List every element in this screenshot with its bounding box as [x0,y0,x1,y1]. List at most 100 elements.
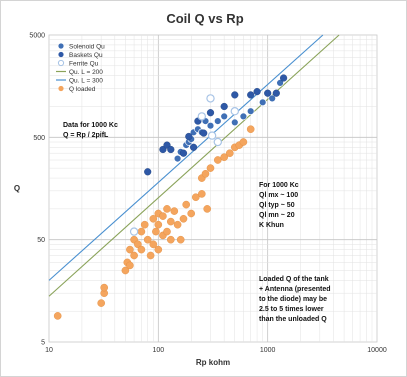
data-point [143,235,152,244]
data-points [53,74,288,320]
data-point [137,245,146,254]
data-point [163,227,171,236]
data-point [159,212,167,220]
data-point [207,131,217,140]
data-point [201,169,210,178]
data-point [130,251,138,260]
data-point [247,107,255,115]
annotation-line: to the diode) may be [259,296,327,303]
annotation-line: Ql mx ~ 100 [259,192,298,199]
legend-entry: Qu. L = 200 [69,69,103,76]
data-point [213,156,222,164]
legend-entry: Solenoid Qu [69,43,105,50]
data-point [276,79,284,87]
data-point [246,125,255,133]
y-tick-label: 5000 [29,33,45,40]
data-point [220,153,228,161]
data-point [230,106,239,116]
data-point [179,149,188,157]
data-point [197,190,206,198]
x-tick-label: 100 [152,347,164,354]
data-point [173,154,182,163]
annotation-line: Loaded Q of the tank [259,276,329,283]
data-point [206,121,215,130]
annotation-line: Ql mn ~ 20 [259,212,295,219]
data-point [206,109,215,117]
data-point [159,145,167,154]
data-point [144,168,152,176]
data-point [173,220,182,229]
data-point [100,283,108,292]
annotation-line: For 1000 Kc [259,182,299,189]
legend-swatch-marker [58,85,64,92]
data-point [167,145,175,154]
annotation-line: K Khun [259,222,284,229]
data-point [206,164,215,172]
data-point [163,205,171,213]
legend-entry: Ferrite Qu [69,60,99,67]
data-point [140,220,149,229]
data-point [154,245,163,254]
annotation-box: Loaded Q of the tank + Antenna (presented… [259,276,331,323]
data-point [149,214,158,223]
data-point [97,299,105,307]
data-point [166,217,175,226]
data-point [203,205,211,213]
data-point [280,74,288,82]
data-point [213,137,222,147]
data-point [146,251,155,260]
data-point [220,112,228,121]
y-axis-label: Q [14,184,20,193]
annotation-line: Q = Rp / 2pifL [63,132,109,139]
chart-title: Coil Q vs Rp [166,11,243,26]
y-tick-label: 500 [33,135,45,142]
data-point [231,91,239,99]
data-point [214,117,222,125]
data-point [206,94,215,103]
data-point [225,149,234,157]
x-tick-label: 10000 [367,347,387,354]
y-tick-label: 50 [37,237,45,244]
data-point [121,266,130,275]
data-point [154,220,163,229]
data-point [253,87,261,96]
data-point [239,138,248,146]
y-tick-label: 5 [41,340,45,347]
data-point [231,118,239,127]
annotation-line: 2.5 to 5 times lower [259,306,324,313]
x-tick-label: 10 [45,347,53,354]
data-point [137,227,146,236]
data-point [170,207,179,215]
x-tick-label: 1000 [260,347,276,354]
annotation-line: Data for 1000 Kc [63,122,118,129]
data-point [272,89,280,97]
reference-lines [48,34,340,297]
annotation-box: Data for 1000 Kc Q = Rp / 2pifL [63,122,118,139]
annotation-line: than the unloaded Q [259,316,327,323]
data-point [197,112,206,121]
data-point [239,112,248,121]
data-point [185,132,193,141]
data-point [187,209,195,218]
legend-swatch-marker [57,59,65,67]
legend-entry: Q loaded [69,86,96,93]
data-point [149,240,158,249]
tick-labels: 10 100 1000 10000 5 50 500 5000 [29,33,386,355]
data-point [190,143,198,151]
data-point [134,240,142,249]
data-point [182,200,190,209]
data-point [129,227,139,236]
data-point [220,102,228,111]
legend-entry: Qu. L = 300 [69,77,103,84]
series-line [48,34,340,297]
data-point [53,312,62,320]
legend-entry: Baskets Qu [69,52,103,59]
data-point [200,129,208,137]
legend-swatch-marker [58,43,64,49]
data-point [264,89,272,97]
series-line [48,34,324,281]
data-point [126,261,134,270]
